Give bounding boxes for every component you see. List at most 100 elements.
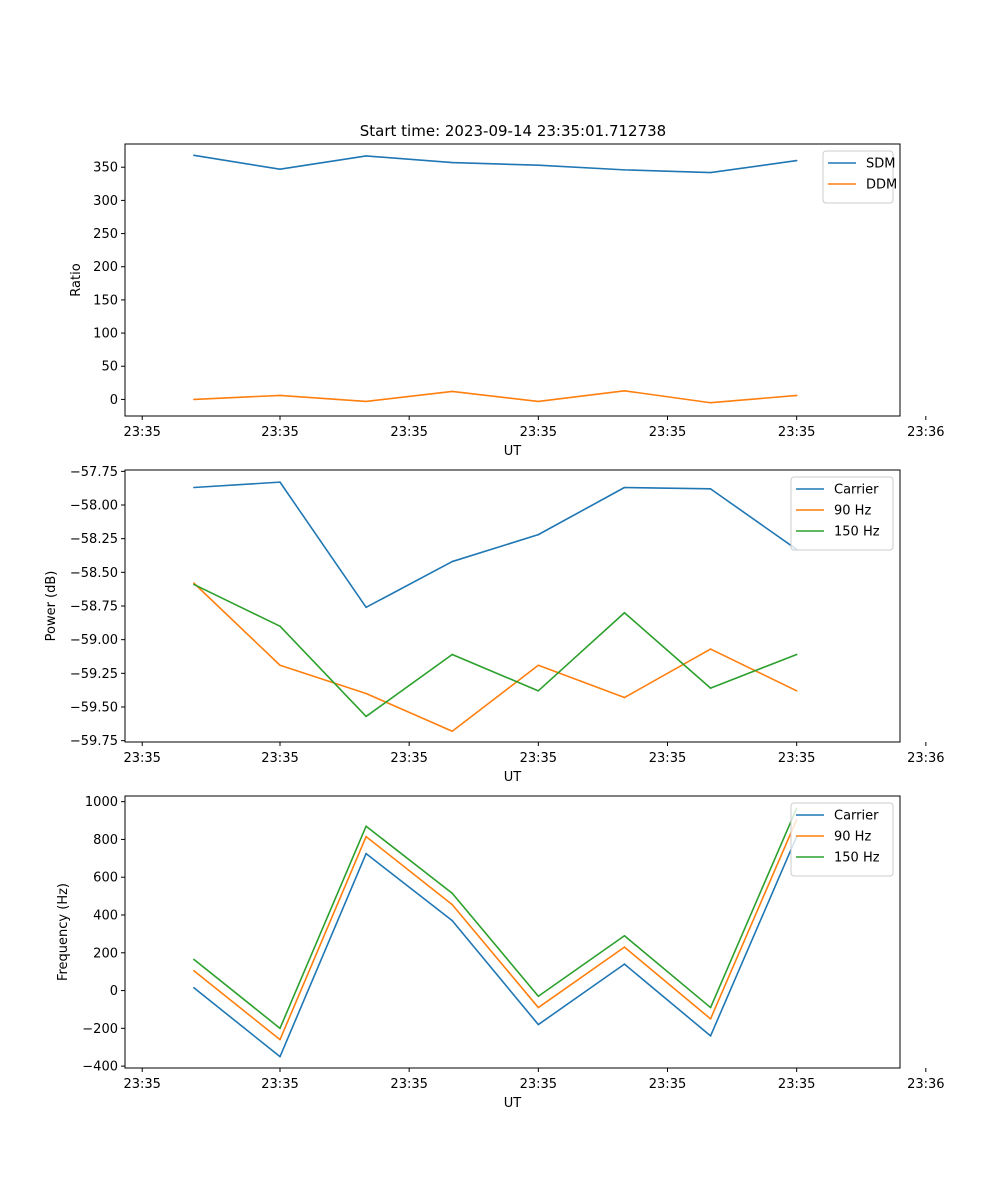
y-tick-label: 400	[93, 909, 118, 924]
series-line-ddm	[193, 389, 797, 404]
data-point	[623, 389, 626, 392]
y-tick-label: 300	[93, 194, 118, 209]
legend: SDM DDM	[822, 150, 897, 204]
y-tick-label: 200	[93, 260, 118, 275]
data-point	[193, 582, 195, 584]
series-line-carrier	[193, 481, 798, 609]
x-tick-label: 23:35	[778, 751, 815, 766]
y-tick-label: 50	[101, 360, 118, 375]
y-tick-label: 0	[110, 393, 118, 408]
x-tick-label: 23:35	[390, 425, 427, 440]
data-point	[709, 401, 712, 404]
data-point	[709, 1035, 712, 1037]
data-point	[279, 1027, 281, 1030]
data-point	[365, 825, 367, 828]
y-tick-label: −400	[82, 1060, 118, 1075]
y-tick-label: −59.75	[70, 734, 118, 749]
data-point	[795, 653, 798, 656]
legend-label: 90 Hz	[834, 504, 871, 519]
x-tick-label: 23:35	[649, 425, 686, 440]
x-tick-label: 23:35	[261, 425, 298, 440]
data-point	[451, 161, 454, 164]
x-tick-label: 23:35	[123, 1077, 160, 1092]
data-point	[537, 1023, 540, 1026]
x-tick-label: 23:35	[520, 751, 557, 766]
x-tick-label: 23:35	[649, 1077, 686, 1092]
legend: Carrier 90 Hz 150 Hz	[790, 802, 894, 877]
data-point	[623, 696, 626, 699]
data-point	[279, 394, 281, 397]
data-point	[279, 1038, 281, 1041]
y-tick-label: −58.00	[70, 499, 118, 514]
x-tick-label: 23:36	[907, 751, 944, 766]
y-tick-label: 200	[93, 946, 118, 961]
x-tick-label: 23:35	[261, 751, 298, 766]
y-axis-label: Power (dB)	[44, 571, 59, 642]
data-point	[623, 963, 626, 965]
legend-label: DDM	[866, 178, 897, 193]
y-tick-label: 600	[93, 871, 118, 886]
series-line-90-hz	[193, 582, 798, 733]
y-axis-label: Frequency (Hz)	[56, 883, 71, 981]
data-point	[193, 958, 195, 961]
axes-frame	[124, 143, 901, 417]
data-point	[365, 835, 367, 838]
data-point	[193, 398, 195, 401]
y-tick-label: −57.75	[70, 465, 118, 480]
data-point	[193, 154, 195, 157]
axes-frame	[124, 795, 901, 1069]
axes-frame	[124, 469, 901, 743]
data-point	[365, 606, 367, 609]
y-axis-label: Ratio	[69, 263, 84, 296]
data-point	[193, 583, 195, 586]
data-point	[709, 1006, 712, 1009]
data-point	[795, 690, 798, 692]
data-point	[709, 687, 712, 689]
x-tick-label: 23:35	[390, 751, 427, 766]
legend-box	[822, 150, 894, 204]
data-point	[193, 986, 195, 989]
data-point	[451, 560, 454, 563]
y-tick-label: 1000	[85, 795, 118, 810]
x-tick-label: 23:36	[907, 1077, 944, 1092]
legend-label: Carrier	[834, 809, 879, 824]
data-point	[709, 1018, 712, 1020]
panels: 0 50 100 150 200 250 300 350 23:35 23:35 23:35 23:3…	[44, 143, 945, 1111]
data-point	[193, 969, 195, 972]
data-point	[365, 155, 367, 157]
data-point	[795, 394, 798, 397]
series-line-carrier	[193, 836, 798, 1058]
x-axis-label: UT	[504, 444, 522, 459]
y-tick-label: 250	[93, 227, 118, 242]
y-tick-label: −59.00	[70, 633, 118, 648]
figure-title: Start time: 2023-09-14 23:35:01.712738	[360, 122, 666, 140]
y-tick-label: −59.50	[70, 700, 118, 715]
x-axis-label: UT	[504, 1096, 522, 1111]
data-point	[537, 664, 540, 667]
data-point	[709, 171, 712, 174]
data-point	[623, 169, 626, 171]
x-tick-label: 23:35	[390, 1077, 427, 1092]
y-tick-label: 150	[93, 293, 118, 308]
y-tick-label: −59.25	[70, 667, 118, 682]
y-tick-label: −58.75	[70, 600, 118, 615]
data-point	[279, 168, 281, 171]
data-point	[365, 715, 367, 718]
data-point	[537, 1006, 540, 1009]
series-line-150-hz	[193, 583, 797, 718]
data-point	[623, 934, 626, 937]
x-tick-label: 23:35	[520, 1077, 557, 1092]
data-point	[537, 533, 540, 536]
x-tick-label: 23:35	[778, 425, 815, 440]
y-tick-label: 100	[93, 327, 118, 342]
y-tick-label: 0	[110, 984, 118, 999]
data-point	[279, 664, 281, 667]
x-tick-label: 23:35	[261, 1077, 298, 1092]
data-point	[709, 488, 712, 490]
data-point	[451, 730, 454, 733]
y-tick-label: 350	[93, 161, 118, 176]
data-point	[451, 390, 454, 393]
panel-ratio: 0 50 100 150 200 250 300 350 23:35 23:35 23:35 23:3…	[69, 143, 945, 459]
data-point	[365, 400, 367, 403]
x-tick-label: 23:36	[907, 425, 944, 440]
